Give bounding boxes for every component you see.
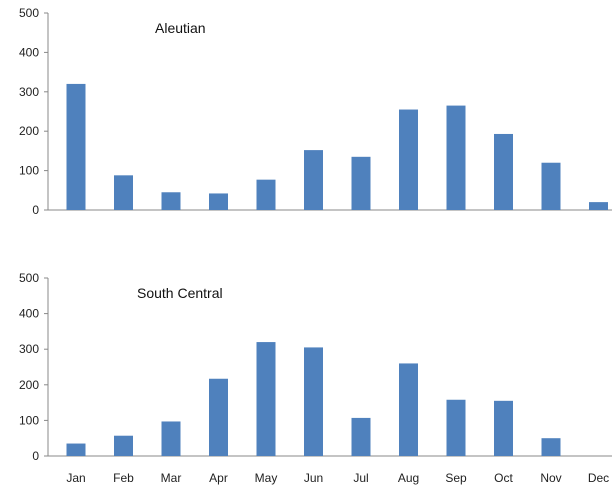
y-tick-label: 0 [32, 203, 39, 217]
x-tick-label: May [255, 471, 278, 485]
bar-nov [541, 162, 561, 210]
chart-title: South Central [137, 285, 223, 301]
x-tick-label: Apr [209, 471, 228, 485]
y-tick-label: 500 [19, 6, 39, 20]
bar-jul [351, 156, 371, 210]
bar-sep [446, 105, 466, 210]
bar-jan [66, 83, 86, 210]
bar-apr [209, 378, 228, 456]
bar-may [256, 179, 276, 210]
y-tick-label: 400 [19, 307, 39, 321]
y-tick-label: 200 [19, 124, 39, 138]
bar-jun [304, 150, 323, 210]
y-tick-label: 100 [19, 164, 39, 178]
bar-aug [399, 363, 418, 456]
x-tick-label: Feb [113, 471, 134, 485]
bar-apr [209, 193, 228, 210]
y-tick-label: 100 [19, 413, 39, 427]
x-tick-label: Mar [161, 471, 182, 485]
bar-nov [541, 438, 561, 456]
x-tick-label: Dec [588, 471, 609, 485]
bar-jul [351, 417, 371, 456]
bar-may [256, 342, 276, 456]
bar-feb [114, 435, 133, 456]
bar-oct [494, 133, 513, 210]
chart-aleutian: Aleutian 0 100 200 300 400 500 [19, 6, 612, 217]
x-tick-label: Oct [494, 471, 513, 485]
x-tick-label: Sep [445, 471, 467, 485]
bar-oct [494, 400, 513, 456]
bar-aug [399, 109, 418, 210]
bar-feb [114, 175, 133, 210]
chart-title: Aleutian [155, 20, 206, 36]
x-tick-label: Nov [540, 471, 561, 485]
bar-jun [304, 347, 323, 456]
bar-jan [66, 443, 86, 456]
bar-mar [161, 421, 181, 456]
chart-south-central: South Central 0 100 200 300 400 500 Jan Feb Mar A… [19, 271, 612, 485]
y-tick-label: 300 [19, 342, 39, 356]
x-tick-label: Jan [66, 471, 85, 485]
y-tick-label: 500 [19, 271, 39, 285]
x-tick-label: Jun [304, 471, 323, 485]
bar-sep [446, 399, 466, 456]
y-tick-label: 200 [19, 378, 39, 392]
y-tick-label: 300 [19, 85, 39, 99]
x-tick-label: Aug [398, 471, 419, 485]
x-tick-label: Jul [353, 471, 368, 485]
y-tick-label: 0 [32, 449, 39, 463]
bar-dec [589, 202, 608, 210]
y-tick-label: 400 [19, 45, 39, 59]
bar-mar [161, 192, 181, 210]
